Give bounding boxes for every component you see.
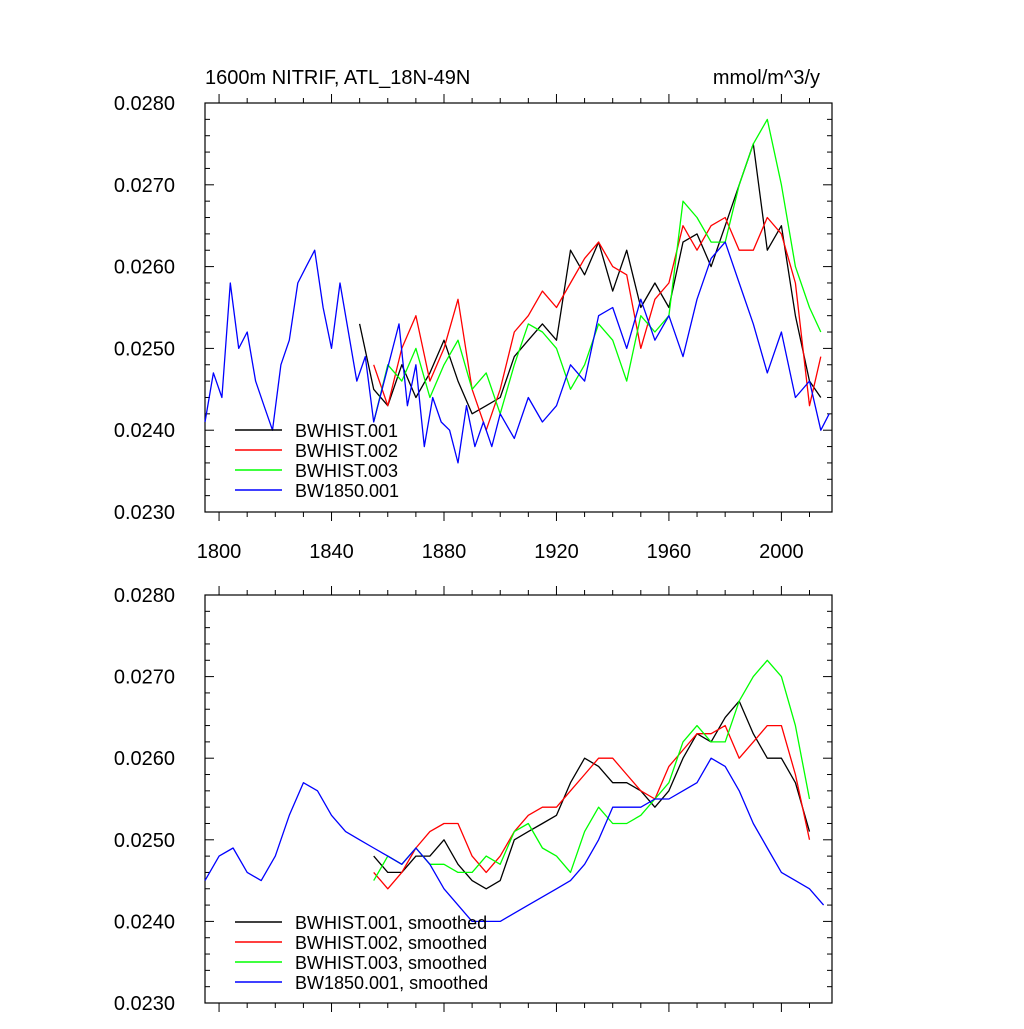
y-tick-label: 0.0250	[114, 338, 175, 360]
y-tick-label: 0.0240	[114, 911, 175, 933]
y-tick-label: 0.0260	[114, 257, 175, 279]
y-tick-label: 0.0230	[114, 502, 175, 524]
series-line-smoothed-3	[373, 659, 811, 881]
series-line-smoothed-1	[373, 700, 811, 890]
x-tick-label: 1800	[197, 541, 242, 563]
legend-label: BW1850.001, smoothed	[295, 973, 488, 993]
chart-title-left: 1600m NITRIF, ATL_18N-49N	[205, 67, 470, 89]
bottom-panel: 0.0230 0.0240 0.0250 0.0260 0.0270 0.0280 BWHI…	[114, 585, 833, 1015]
y-tick-label: 0.0280	[114, 585, 175, 607]
legend-label: BWHIST.003	[295, 461, 398, 481]
legend-label: BWHIST.002, smoothed	[295, 933, 487, 953]
legend-label: BW1850.001	[295, 481, 399, 501]
series-line-raw-3	[373, 118, 822, 423]
legend-label: BWHIST.001, smoothed	[295, 913, 487, 933]
legend-label: BWHIST.002	[295, 441, 398, 461]
y-tick-label: 0.0250	[114, 830, 175, 852]
plot-frame	[204, 102, 833, 513]
x-tick-label: 1960	[647, 541, 692, 563]
series-line-raw-4	[204, 241, 830, 464]
x-tick-label: 1840	[309, 541, 354, 563]
y-tick-label: 0.0270	[114, 667, 175, 689]
series-line-smoothed-2	[373, 724, 811, 890]
plot-frame	[204, 594, 833, 1004]
y-tick-label: 0.0230	[114, 993, 175, 1015]
x-tick-label: 2000	[759, 541, 804, 563]
y-tick-label: 0.0260	[114, 748, 175, 770]
legend-label: BWHIST.003, smoothed	[295, 953, 487, 973]
y-tick-label: 0.0240	[114, 420, 175, 442]
series-line-smoothed-4	[204, 757, 825, 923]
series-line-raw-2	[373, 216, 822, 431]
x-tick-label: 1880	[422, 541, 467, 563]
top-panel: 0.0230 0.0240 0.0250 0.0260 0.0270 0.0280 1800…	[114, 93, 833, 563]
legend-label: BWHIST.001	[295, 421, 398, 441]
x-tick-label: 1920	[534, 541, 579, 563]
y-tick-label: 0.0270	[114, 175, 175, 197]
chart-title-units: mmol/m^3/y	[713, 67, 820, 89]
y-tick-label: 0.0280	[114, 93, 175, 115]
